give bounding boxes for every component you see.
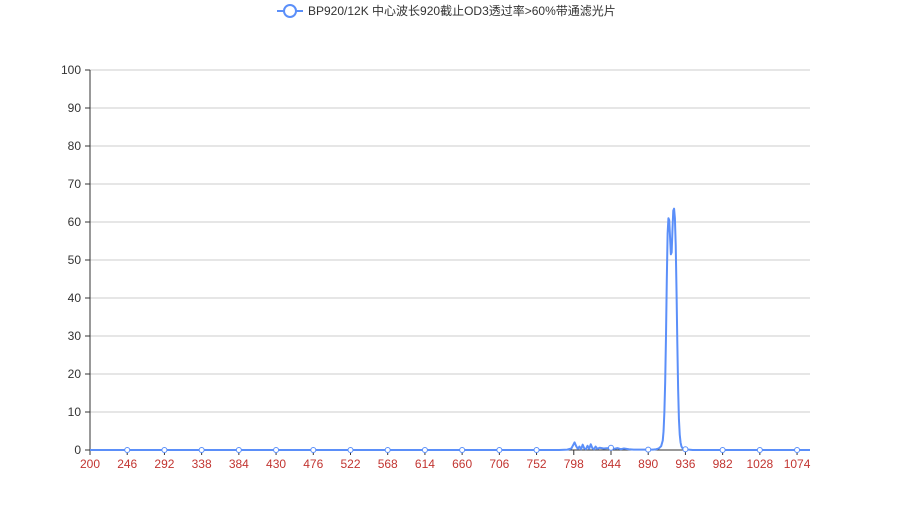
legend-marker <box>283 4 297 18</box>
x-tick-label: 522 <box>340 457 360 471</box>
data-point[interactable] <box>607 444 614 451</box>
x-tick-label: 890 <box>638 457 658 471</box>
x-tick-label: 200 <box>80 457 100 471</box>
data-point[interactable] <box>496 447 503 453</box>
y-tick-label: 80 <box>68 139 82 153</box>
data-point[interactable] <box>310 447 317 453</box>
y-tick-label: 100 <box>61 63 81 77</box>
y-grid <box>90 69 810 413</box>
data-point[interactable] <box>198 447 205 453</box>
data-point[interactable] <box>161 447 168 453</box>
data-point[interactable] <box>459 447 466 453</box>
y-tick-label: 50 <box>68 253 82 267</box>
y-tick-label: 20 <box>68 367 82 381</box>
x-tick-label: 1074 <box>784 457 811 471</box>
x-tick-label: 982 <box>713 457 733 471</box>
y-tick-label: 0 <box>74 443 81 457</box>
data-point[interactable] <box>384 447 391 453</box>
x-tick-label: 1028 <box>746 457 773 471</box>
x-tick-label: 568 <box>378 457 398 471</box>
data-point[interactable] <box>645 446 652 453</box>
x-tick-label: 476 <box>303 457 323 471</box>
data-point[interactable] <box>273 447 280 453</box>
data-point[interactable] <box>347 447 354 453</box>
x-tick-label: 384 <box>229 457 249 471</box>
x-tick-label: 798 <box>564 457 584 471</box>
series-line <box>90 207 810 451</box>
y-tick-label: 60 <box>68 215 82 229</box>
data-point[interactable] <box>756 447 763 453</box>
x-tick-label: 246 <box>117 457 137 471</box>
y-tick-label: 90 <box>68 101 82 115</box>
legend-label: BP920/12K 中心波长920截止OD3透过率>60%带通滤光片 <box>308 3 616 18</box>
y-tick-label: 40 <box>68 291 82 305</box>
x-tick-label: 844 <box>601 457 621 471</box>
x-tick-label: 292 <box>154 457 174 471</box>
plot-area <box>90 207 810 453</box>
x-axis: 200 246 292 338 384 430 476 522 568 614 660 706 752 7… <box>80 449 811 471</box>
x-tick-label: 430 <box>266 457 286 471</box>
x-tick-label: 752 <box>527 457 547 471</box>
data-point[interactable] <box>533 447 540 453</box>
x-tick-label: 660 <box>452 457 472 471</box>
data-point[interactable] <box>421 447 428 453</box>
legend[interactable]: BP920/12K 中心波长920截止OD3透过率>60%带通滤光片 <box>277 3 616 18</box>
y-axis: 0 10 20 30 40 50 60 70 80 90 100 <box>61 63 91 457</box>
x-tick-label: 936 <box>675 457 695 471</box>
data-point[interactable] <box>682 446 689 453</box>
y-tick-label: 30 <box>68 329 82 343</box>
data-point[interactable] <box>124 447 131 453</box>
x-tick-label: 338 <box>192 457 212 471</box>
data-point[interactable] <box>794 447 801 453</box>
data-point[interactable] <box>235 447 242 453</box>
data-point[interactable] <box>719 447 726 453</box>
x-tick-label: 706 <box>489 457 509 471</box>
y-tick-label: 10 <box>68 405 82 419</box>
x-tick-label: 614 <box>415 457 435 471</box>
y-tick-label: 70 <box>68 177 82 191</box>
